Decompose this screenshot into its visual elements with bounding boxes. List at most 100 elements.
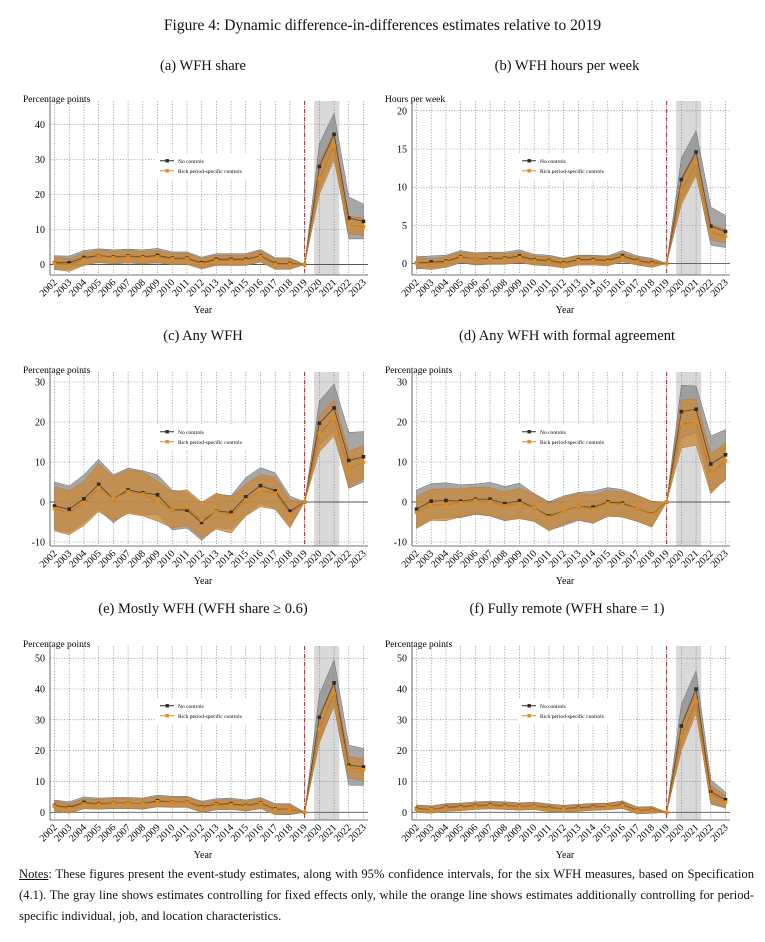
rich-controls-point — [82, 501, 86, 506]
rich-controls-ci-band — [416, 398, 726, 532]
no-controls-point — [332, 406, 336, 410]
y-tick-label: 0 — [40, 260, 45, 271]
rich-controls-point — [185, 257, 189, 261]
no-controls-point — [444, 498, 448, 503]
no-controls-point — [517, 499, 522, 503]
legend-no-controls-marker — [527, 704, 531, 708]
no-controls-point — [679, 409, 684, 414]
legend-rich-controls-label: Rich period-specific controls — [540, 439, 604, 446]
y-axis-label: Percentage points — [385, 640, 453, 650]
x-tick-label: 2023 — [347, 277, 369, 299]
legend-rich-controls-label: Rich period-specific controls — [178, 439, 242, 446]
rich-controls-point — [317, 176, 322, 181]
notes-text: : These figures present the event-study … — [19, 867, 754, 923]
legend-box — [156, 153, 256, 180]
x-axis-label: Year — [194, 850, 213, 861]
no-controls-point — [361, 765, 366, 769]
rich-controls-point — [502, 804, 507, 808]
no-controls-point — [332, 132, 336, 137]
y-tick-label: 40 — [397, 684, 407, 695]
rich-controls-point — [67, 806, 72, 811]
rich-controls-point — [111, 497, 116, 501]
rich-controls-point — [229, 802, 233, 807]
no-controls-point — [82, 497, 86, 501]
rich-controls-point — [694, 420, 698, 424]
rich-controls-point — [214, 258, 219, 263]
no-controls-point — [185, 508, 189, 512]
rich-controls-line — [416, 162, 726, 265]
no-controls-point — [346, 458, 351, 463]
rich-controls-point — [576, 806, 581, 811]
rich-controls-point — [517, 255, 522, 260]
no-controls-point — [361, 455, 366, 459]
rich-controls-point — [679, 734, 684, 739]
rich-controls-point — [635, 259, 640, 264]
y-axis-label: Percentage points — [385, 366, 453, 376]
x-tick-label: 2023 — [709, 548, 731, 570]
no-controls-point — [679, 177, 684, 182]
no-controls-point — [679, 724, 684, 728]
rich-controls-point — [458, 805, 463, 810]
rich-controls-point — [302, 500, 307, 504]
no-controls-point — [723, 453, 728, 457]
rich-controls-point — [346, 467, 351, 472]
rich-controls-point — [229, 258, 233, 263]
x-tick-label: 2023 — [347, 548, 369, 570]
rich-controls-point — [473, 498, 478, 503]
no-controls-point — [332, 681, 336, 685]
chart-e: Percentage points01020304050200220032004… — [23, 640, 369, 861]
y-tick-label: 10 — [35, 225, 45, 236]
panel-title-c: (c) Any WFH — [163, 328, 243, 344]
no-controls-point — [317, 421, 322, 425]
rich-controls-point — [140, 255, 145, 260]
rich-controls-point — [708, 792, 713, 797]
y-tick-label: 10 — [35, 777, 45, 788]
y-tick-label: 30 — [35, 715, 45, 726]
rich-controls-point — [679, 189, 684, 193]
y-tick-label: -10 — [394, 538, 407, 549]
rich-controls-point — [199, 805, 204, 810]
rich-controls-point — [258, 489, 263, 493]
no-controls-point — [317, 164, 322, 169]
legend-rich-controls-label: Rich period-specific controls — [540, 713, 604, 720]
no-controls-point — [199, 520, 204, 525]
legend-no-controls-label: No controls — [178, 159, 204, 165]
panel-title-f: (f) Fully remote (WFH share = 1) — [469, 601, 665, 617]
rich-controls-point — [591, 507, 595, 511]
rich-controls-point — [96, 254, 101, 258]
y-tick-label: 15 — [397, 145, 407, 156]
rich-controls-line — [54, 417, 364, 521]
legend-rich-controls-marker — [527, 714, 531, 718]
y-tick-label: 20 — [397, 106, 407, 117]
y-tick-label: 30 — [35, 378, 45, 389]
legend-box — [518, 153, 618, 180]
rich-controls-point — [214, 803, 219, 807]
rich-controls-point — [664, 261, 669, 266]
legend-box — [518, 424, 618, 451]
rich-controls-point — [458, 255, 463, 260]
rich-controls-point — [723, 234, 728, 238]
x-tick-label: 2023 — [709, 277, 731, 299]
no-controls-point — [694, 407, 698, 411]
rich-controls-point — [591, 258, 595, 263]
x-tick-label: 2023 — [709, 822, 731, 844]
rich-controls-point — [547, 259, 551, 264]
rich-controls-point — [444, 806, 448, 810]
legend-rich-controls-marker — [165, 440, 169, 444]
y-tick-label: 20 — [35, 418, 45, 429]
rich-controls-point — [229, 513, 233, 517]
rich-controls-point — [444, 503, 448, 507]
rich-controls-point — [561, 807, 566, 811]
no-controls-line — [54, 407, 364, 523]
no-controls-point — [708, 462, 713, 466]
y-tick-label: 40 — [35, 120, 45, 131]
rich-controls-point — [302, 262, 307, 267]
y-tick-label: 0 — [402, 259, 407, 270]
y-tick-label: 20 — [397, 746, 407, 757]
no-controls-point — [288, 509, 292, 513]
panel-title-a: (a) WFH share — [160, 58, 246, 74]
rich-controls-point — [170, 257, 175, 261]
no-controls-point — [273, 489, 278, 493]
rich-controls-point — [488, 803, 492, 808]
no-controls-line — [54, 132, 364, 265]
